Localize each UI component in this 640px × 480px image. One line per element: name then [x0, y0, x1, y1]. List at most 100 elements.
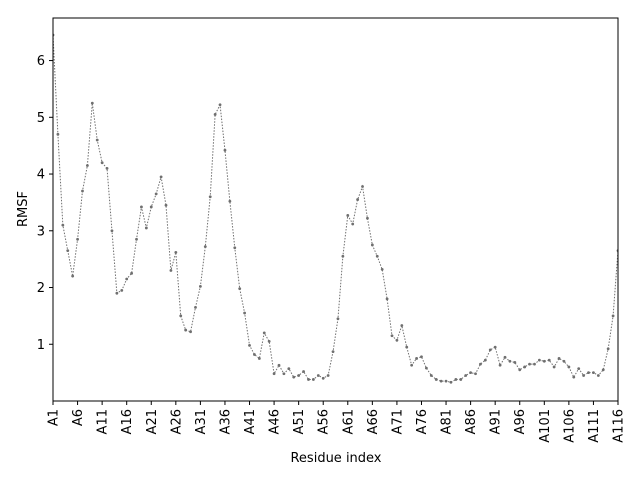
data-point: [248, 343, 251, 347]
data-point: [611, 314, 615, 318]
data-point: [592, 371, 595, 375]
data-point: [483, 358, 487, 362]
x-tick-label: A6: [71, 409, 86, 426]
data-point: [184, 328, 188, 332]
x-tick-label: A106: [562, 409, 577, 443]
series-line: [53, 34, 618, 383]
x-axis-title: Residue index: [290, 451, 381, 466]
x-tick-label: A96: [513, 409, 528, 434]
data-point: [154, 192, 158, 196]
x-tick-label: A111: [587, 409, 602, 443]
x-tick-label: A76: [415, 409, 430, 434]
data-point: [493, 345, 497, 349]
data-point: [415, 357, 418, 360]
data-point: [331, 350, 335, 354]
data-point: [71, 274, 75, 278]
data-point: [434, 378, 438, 381]
y-tick-label: 3: [37, 224, 45, 239]
data-point: [115, 291, 119, 295]
data-point: [149, 205, 153, 209]
data-point: [533, 362, 536, 366]
data-point: [390, 334, 394, 338]
y-axis-ticks: 1 2 3 4 5 6: [37, 54, 53, 353]
data-point: [606, 347, 610, 351]
x-tick-label: A71: [390, 409, 405, 434]
data-point: [508, 359, 512, 363]
data-point: [375, 254, 379, 258]
data-point: [213, 113, 217, 116]
data-point: [292, 375, 296, 379]
data-point: [444, 379, 448, 383]
data-point: [547, 358, 551, 362]
data-point: [469, 371, 473, 375]
data-point: [503, 355, 507, 359]
data-point: [307, 378, 310, 381]
data-point: [140, 205, 143, 209]
data-point: [459, 378, 463, 381]
x-tick-label: A11: [96, 409, 111, 434]
data-point: [218, 103, 222, 107]
data-point: [316, 374, 320, 377]
data-point: [76, 237, 79, 241]
data-point: [449, 380, 453, 384]
y-tick-label: 6: [37, 54, 45, 69]
x-tick-label: A116: [612, 409, 627, 443]
data-point: [596, 374, 600, 377]
data-point: [474, 372, 477, 376]
axes-border: [52, 17, 619, 402]
data-point: [370, 243, 374, 247]
y-tick-label: 1: [37, 338, 45, 353]
data-point: [366, 216, 369, 220]
data-point: [90, 101, 94, 105]
data-point: [498, 363, 502, 367]
x-tick-label: A61: [341, 409, 356, 434]
data-point: [537, 358, 541, 362]
data-point: [95, 138, 99, 142]
data-point: [454, 378, 458, 381]
data-point: [395, 338, 399, 342]
data-point: [513, 361, 517, 364]
data-point: [542, 359, 546, 363]
y-tick-label: 5: [37, 111, 45, 126]
data-point: [488, 348, 492, 352]
data-point: [346, 214, 350, 217]
x-tick-label: A41: [243, 409, 258, 434]
data-point: [587, 371, 590, 375]
axes-frame: [52, 17, 619, 402]
data-point: [81, 189, 84, 193]
data-point: [405, 345, 409, 349]
x-tick-label: A91: [489, 409, 504, 434]
data-point: [361, 185, 364, 188]
x-tick-label: A51: [292, 409, 307, 434]
data-point: [262, 331, 266, 335]
data-point: [400, 324, 404, 327]
data-point: [385, 297, 389, 301]
data-point: [203, 245, 207, 249]
data-point: [562, 359, 566, 363]
data-point: [420, 355, 423, 359]
x-axis-ticks: A1 A6 A11 A16 A21 A26 A31 A36 A41 A46 A51 A56 A61 A66…: [47, 401, 627, 443]
x-tick-label: A66: [366, 409, 381, 434]
data-point: [100, 161, 104, 165]
data-point: [194, 305, 197, 309]
x-tick-label: A21: [145, 409, 160, 434]
data-point: [66, 249, 70, 253]
data-point: [110, 229, 114, 233]
data-point: [85, 164, 89, 167]
data-point: [380, 267, 384, 271]
data-point: [552, 365, 556, 369]
data-point: [267, 340, 271, 343]
data-point: [130, 271, 134, 275]
x-tick-label: A81: [440, 409, 455, 434]
data-point: [208, 195, 212, 199]
data-point: [223, 148, 227, 152]
data-point: [189, 330, 192, 334]
data-point: [282, 372, 286, 376]
y-axis-title: RMSF: [16, 191, 31, 227]
data-point: [228, 199, 232, 203]
data-point: [311, 378, 315, 381]
x-tick-label: A16: [120, 409, 135, 434]
data-point: [253, 353, 256, 356]
data-point: [179, 314, 183, 318]
x-tick-label: A1: [47, 409, 62, 426]
